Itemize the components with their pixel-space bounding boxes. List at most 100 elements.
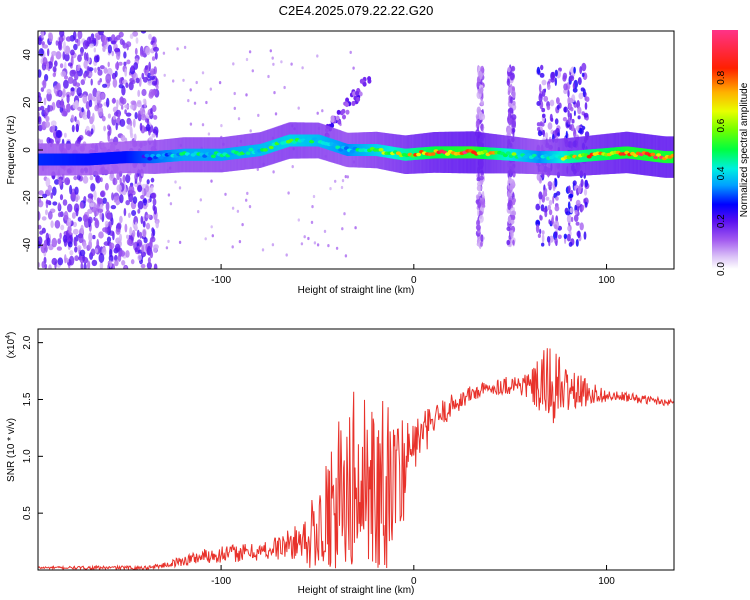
- heatmap-cell: [134, 47, 138, 56]
- heatmap-cell: [510, 65, 516, 72]
- heatmap-cell: [567, 226, 570, 231]
- heatmap-cell: [80, 224, 84, 235]
- heatmap-cell: [583, 188, 588, 196]
- heatmap-cell: [139, 106, 144, 116]
- heatmap-cell: [88, 232, 93, 243]
- heatmap-cell: [477, 172, 480, 181]
- heatmap-cell: [85, 153, 88, 166]
- heatmap-cell: [92, 234, 96, 240]
- heatmap-cell: [329, 187, 332, 191]
- heatmap-cell: [116, 172, 121, 181]
- heatmap-cell: [167, 193, 171, 197]
- heatmap-cell: [573, 66, 576, 74]
- heatmap-cell: [511, 120, 516, 128]
- heatmap-cell: [121, 105, 124, 110]
- heatmap-cell: [75, 153, 78, 166]
- heatmap-cell: [131, 229, 136, 238]
- heatmap-y-axis-label: Frequency (Hz): [6, 116, 17, 185]
- heatmap-cell: [81, 153, 85, 166]
- heatmap-cell: [233, 91, 236, 96]
- heatmap-cell: [480, 241, 483, 247]
- heatmap-cell: [110, 40, 117, 45]
- heatmap-cell: [338, 148, 344, 152]
- heatmap-cell: [332, 143, 338, 147]
- heatmap-cell: [38, 262, 41, 268]
- heatmap-cell: [566, 214, 572, 224]
- snr-frame: [37, 328, 675, 571]
- heatmap-cell: [565, 130, 568, 140]
- heatmap-cell: [61, 153, 64, 166]
- heatmap-cell: [44, 107, 49, 117]
- heatmap-cell: [151, 192, 157, 199]
- heatmap-cell: [125, 173, 131, 184]
- heatmap-cell: [44, 153, 48, 166]
- heatmap-cell: [55, 153, 58, 166]
- heatmap-cell: [119, 250, 126, 257]
- heatmap-cell: [337, 119, 342, 125]
- colorbar-label: Normalized spectral amplitude: [739, 82, 750, 217]
- heatmap-cell: [82, 175, 89, 184]
- heatmap-cell: [64, 53, 70, 62]
- heatmap-cell: [549, 235, 554, 243]
- heatmap-cell: [83, 153, 86, 166]
- heatmap-cell: [569, 68, 574, 73]
- heatmap-cell: [114, 48, 120, 53]
- heatmap-cell: [152, 244, 158, 253]
- heatmap-cell: [316, 243, 320, 247]
- heatmap-cell: [141, 88, 147, 97]
- snr-series-line: [38, 348, 674, 570]
- heatmap-y-tick-label: 20: [22, 96, 33, 108]
- heatmap-cell: [509, 183, 514, 191]
- heatmap-cell: [80, 52, 84, 56]
- heatmap-cell: [145, 214, 151, 219]
- heatmap-cell: [345, 109, 350, 115]
- heatmap-cell: [93, 47, 97, 53]
- heatmap-cell: [127, 212, 131, 218]
- heatmap-cell: [511, 114, 517, 121]
- heatmap-cell: [152, 204, 156, 211]
- heatmap-cell: [87, 260, 91, 269]
- heatmap-cell: [552, 196, 555, 204]
- heatmap-cell: [543, 95, 549, 102]
- heatmap-cell: [236, 209, 240, 213]
- heatmap-cell: [86, 130, 91, 137]
- heatmap-cell: [107, 44, 112, 54]
- heatmap-cell: [548, 199, 553, 206]
- heatmap-cell: [67, 217, 72, 227]
- heatmap-cell: [144, 153, 150, 158]
- heatmap-cell: [40, 87, 45, 92]
- heatmap-cell: [140, 263, 146, 269]
- heatmap-cell: [64, 254, 67, 264]
- heatmap-y-tick-label: 40: [22, 49, 33, 61]
- heatmap-cell: [178, 240, 182, 244]
- heatmap-cell: [352, 144, 355, 156]
- heatmap-cell: [297, 106, 300, 110]
- heatmap-cell: [306, 137, 312, 141]
- heatmap-cell: [66, 153, 70, 166]
- heatmap-cell: [344, 175, 347, 179]
- heatmap-cell: [82, 114, 88, 120]
- heatmap-cell: [88, 72, 93, 77]
- heatmap-cell: [572, 180, 577, 186]
- heatmap-cell: [100, 177, 103, 183]
- heatmap-cell: [119, 118, 126, 127]
- heatmap-cell: [133, 62, 139, 70]
- heatmap-cell: [118, 61, 123, 66]
- heatmap-cell: [354, 226, 357, 230]
- heatmap-cell: [339, 141, 343, 154]
- heatmap-cell: [83, 60, 88, 69]
- heatmap-cell: [511, 152, 517, 156]
- heatmap-cell: [581, 72, 585, 77]
- heatmap-cell: [155, 220, 159, 229]
- heatmap-cell: [283, 85, 286, 90]
- heatmap-cell: [132, 151, 136, 164]
- heatmap-cell: [73, 175, 78, 181]
- heatmap-cell: [583, 112, 589, 118]
- heatmap-cell: [82, 256, 89, 264]
- heatmap-cell: [147, 72, 151, 79]
- heatmap-cell: [115, 50, 121, 61]
- heatmap-cell: [568, 193, 574, 198]
- heatmap-cell: [585, 96, 590, 102]
- heatmap-cell: [151, 227, 155, 233]
- heatmap-cell: [96, 197, 101, 204]
